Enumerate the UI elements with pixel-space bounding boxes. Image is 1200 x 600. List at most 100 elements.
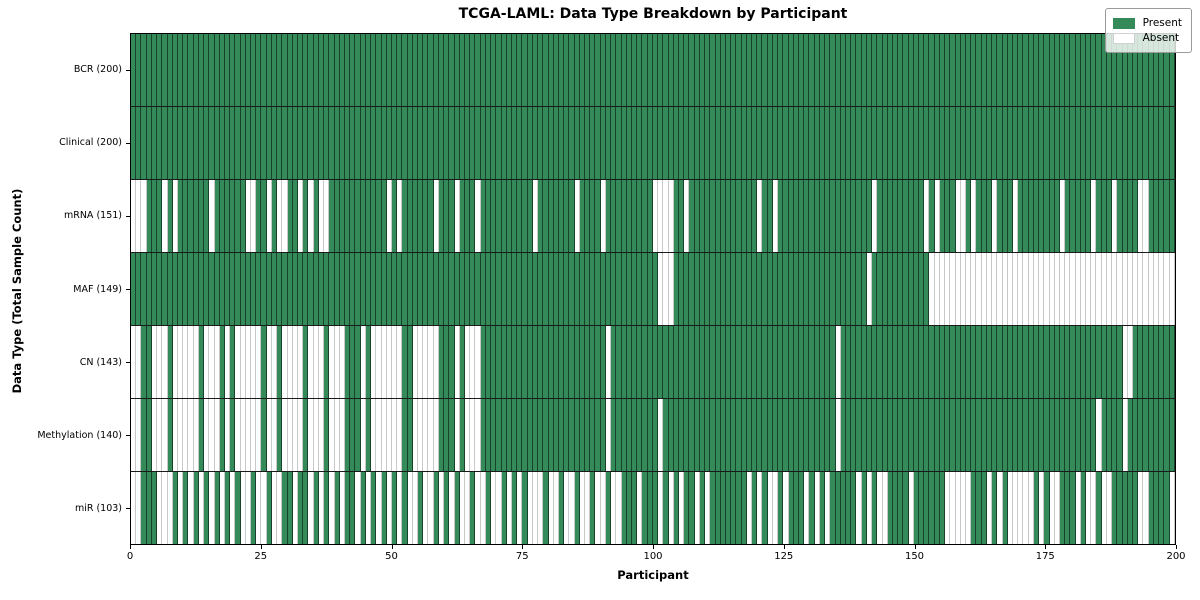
- matrix-cell: [804, 107, 810, 179]
- matrix-cell: [971, 253, 977, 325]
- matrix-cell: [767, 399, 773, 471]
- matrix-row-Methylation: [131, 398, 1175, 471]
- matrix-cell: [350, 180, 356, 252]
- matrix-cell: [929, 399, 935, 471]
- matrix-cell: [355, 326, 361, 398]
- matrix-cell: [605, 253, 612, 325]
- matrix-cell: [334, 107, 340, 179]
- matrix-cell: [809, 180, 815, 252]
- matrix-cell: [313, 107, 319, 179]
- matrix-cell: [271, 326, 278, 398]
- matrix-cell: [172, 253, 178, 325]
- matrix-cell: [543, 253, 549, 325]
- matrix-cell: [256, 253, 262, 325]
- matrix-cell: [715, 34, 721, 106]
- matrix-cell: [684, 326, 690, 398]
- matrix-cell: [131, 180, 137, 252]
- x-tick-label: 0: [126, 551, 134, 562]
- matrix-cell: [825, 326, 831, 398]
- matrix-cell: [444, 472, 450, 544]
- matrix-cell: [992, 253, 998, 325]
- matrix-cell: [1112, 180, 1118, 252]
- matrix-cell: [381, 326, 387, 398]
- matrix-cell: [1007, 180, 1013, 252]
- matrix-cell: [919, 399, 925, 471]
- matrix-cell: [1023, 399, 1029, 471]
- matrix-cell: [558, 253, 565, 325]
- matrix-cell: [418, 180, 424, 252]
- matrix-cell: [1112, 253, 1118, 325]
- matrix-cell: [684, 253, 690, 325]
- matrix-cell: [136, 180, 142, 252]
- matrix-cell: [1044, 34, 1050, 106]
- matrix-cell: [277, 180, 283, 252]
- matrix-cell: [689, 253, 695, 325]
- matrix-cell: [480, 253, 486, 325]
- matrix-cell: [454, 326, 460, 398]
- matrix-cell: [318, 34, 325, 106]
- matrix-cell: [960, 107, 966, 179]
- matrix-cell: [538, 399, 544, 471]
- matrix-cell: [705, 472, 711, 544]
- matrix-cell: [621, 180, 627, 252]
- matrix-cell: [1007, 253, 1013, 325]
- matrix-cell: [146, 472, 152, 544]
- matrix-cell: [397, 472, 403, 544]
- matrix-cell: [188, 472, 194, 544]
- matrix-cell: [219, 399, 225, 471]
- matrix-cell: [183, 472, 189, 544]
- matrix-cell: [543, 399, 549, 471]
- matrix-cell: [318, 180, 325, 252]
- matrix-cell: [663, 399, 669, 471]
- matrix-cell: [1117, 399, 1123, 471]
- matrix-cell: [934, 34, 940, 106]
- matrix-cell: [433, 180, 439, 252]
- matrix-cell: [637, 107, 643, 179]
- matrix-cell: [261, 472, 267, 544]
- matrix-cell: [955, 472, 961, 544]
- matrix-cell: [658, 180, 664, 252]
- matrix-cell: [694, 180, 700, 252]
- matrix-cell: [543, 180, 549, 252]
- matrix-cell: [903, 326, 909, 398]
- matrix-cell: [762, 107, 768, 179]
- matrix-cell: [1075, 399, 1081, 471]
- matrix-cell: [308, 34, 314, 106]
- matrix-cell: [1122, 472, 1128, 544]
- matrix-row-CN: [131, 325, 1175, 398]
- y-tick-mark: [126, 435, 130, 437]
- matrix-cell: [725, 472, 732, 544]
- matrix-cell: [318, 253, 325, 325]
- matrix-cell: [522, 399, 528, 471]
- matrix-cell: [799, 253, 805, 325]
- matrix-cell: [151, 472, 158, 544]
- matrix-cell: [960, 399, 966, 471]
- matrix-cell: [1133, 253, 1139, 325]
- matrix-cell: [204, 399, 210, 471]
- matrix-cell: [908, 472, 914, 544]
- matrix-cell: [532, 34, 539, 106]
- matrix-cell: [1049, 253, 1055, 325]
- matrix-cell: [746, 472, 753, 544]
- matrix-cell: [1080, 107, 1087, 179]
- matrix-cell: [699, 180, 706, 252]
- matrix-cell: [162, 34, 168, 106]
- matrix-cell: [642, 399, 648, 471]
- matrix-cell: [1159, 326, 1165, 398]
- matrix-cell: [1007, 326, 1013, 398]
- matrix-cell: [318, 399, 325, 471]
- matrix-cell: [903, 399, 909, 471]
- matrix-cell: [767, 472, 773, 544]
- matrix-cell: [532, 180, 539, 252]
- matrix-cell: [376, 399, 382, 471]
- matrix-cell: [428, 253, 434, 325]
- matrix-cell: [825, 253, 831, 325]
- matrix-cell: [945, 253, 951, 325]
- matrix-cell: [595, 326, 601, 398]
- matrix-cell: [465, 107, 471, 179]
- matrix-cell: [1127, 180, 1133, 252]
- matrix-cell: [1138, 326, 1144, 398]
- matrix-cell: [866, 253, 873, 325]
- matrix-cell: [611, 107, 617, 179]
- matrix-cell: [924, 253, 930, 325]
